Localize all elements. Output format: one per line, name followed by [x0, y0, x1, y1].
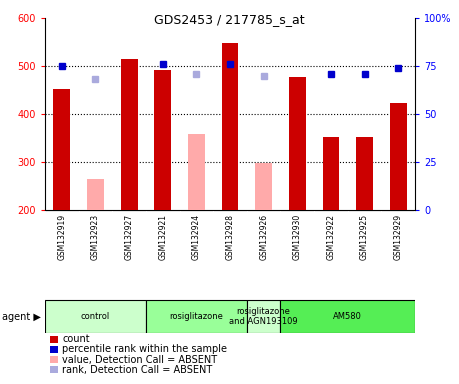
Text: GSM132929: GSM132929: [394, 214, 403, 260]
Bar: [146, 300, 247, 333]
Bar: [121, 59, 138, 210]
Text: GSM132928: GSM132928: [225, 214, 235, 260]
Text: GSM132930: GSM132930: [293, 214, 302, 260]
Text: control: control: [81, 312, 110, 321]
Bar: [53, 89, 70, 210]
Bar: [50, 346, 58, 353]
Text: value, Detection Call = ABSENT: value, Detection Call = ABSENT: [62, 354, 217, 364]
Bar: [222, 43, 238, 210]
Text: GSM132926: GSM132926: [259, 214, 268, 260]
Text: GSM132927: GSM132927: [124, 214, 134, 260]
Text: GSM132925: GSM132925: [360, 214, 369, 260]
Text: rank, Detection Call = ABSENT: rank, Detection Call = ABSENT: [62, 365, 212, 375]
Text: AM580: AM580: [333, 312, 362, 321]
Bar: [87, 179, 104, 210]
Text: percentile rank within the sample: percentile rank within the sample: [62, 344, 227, 354]
Bar: [255, 163, 272, 210]
Text: GSM132924: GSM132924: [192, 214, 201, 260]
Bar: [45, 300, 146, 333]
Bar: [247, 300, 280, 333]
Bar: [50, 356, 58, 363]
Text: GSM132922: GSM132922: [326, 214, 336, 260]
Text: GSM132919: GSM132919: [57, 214, 66, 260]
Bar: [356, 137, 373, 210]
Bar: [390, 103, 407, 210]
Text: agent ▶: agent ▶: [2, 311, 41, 321]
Bar: [50, 336, 58, 343]
Bar: [154, 70, 171, 210]
Text: count: count: [62, 334, 90, 344]
Bar: [289, 76, 306, 210]
Text: rosiglitazone: rosiglitazone: [169, 312, 223, 321]
Bar: [50, 366, 58, 373]
Text: rosiglitazone
and AGN193109: rosiglitazone and AGN193109: [230, 307, 298, 326]
Bar: [280, 300, 415, 333]
Text: GDS2453 / 217785_s_at: GDS2453 / 217785_s_at: [154, 13, 305, 26]
Text: GSM132921: GSM132921: [158, 214, 167, 260]
Text: GSM132923: GSM132923: [91, 214, 100, 260]
Bar: [188, 134, 205, 210]
Bar: [323, 137, 339, 210]
